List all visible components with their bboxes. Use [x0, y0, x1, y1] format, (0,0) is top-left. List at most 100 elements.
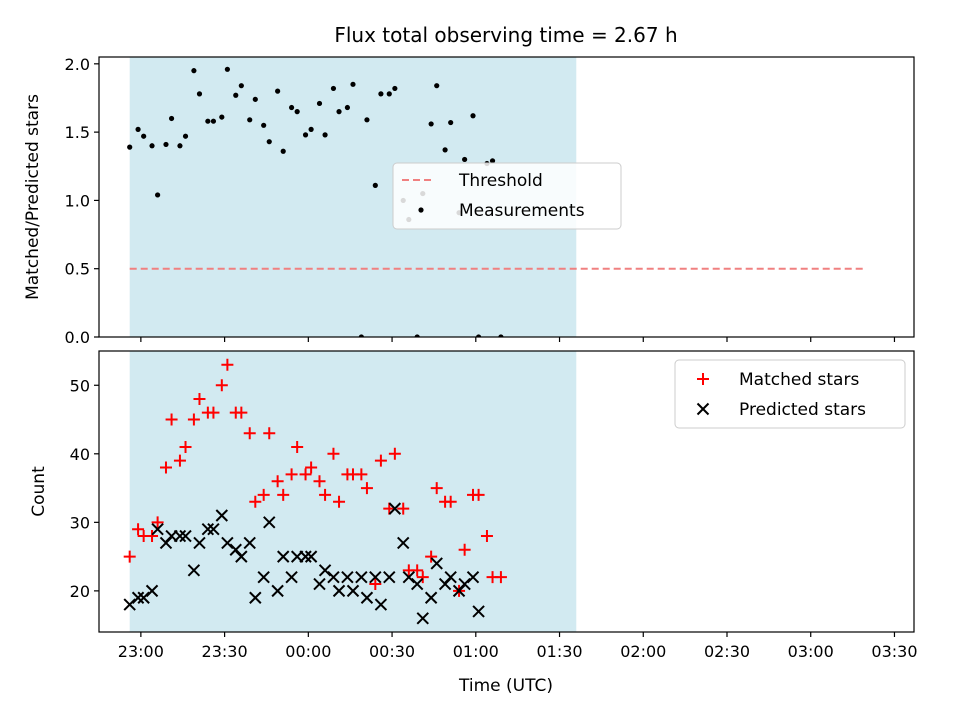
predicted-star-point [472, 605, 485, 618]
predicted-star-point [235, 550, 248, 563]
matched-star-point [159, 461, 172, 474]
measurement-point [336, 109, 342, 115]
y-tick-label: 2.0 [65, 55, 90, 74]
matched-star-point [263, 427, 276, 440]
predicted-star-point [137, 591, 150, 604]
y-tick-label: 20 [70, 582, 90, 601]
predicted-star-point [346, 584, 360, 598]
predicted-star-point [304, 550, 318, 563]
measurement-point [224, 66, 230, 72]
predicted-star-point [341, 570, 354, 584]
measurement-point [149, 143, 155, 149]
measurement-point [275, 88, 281, 94]
x-tick-label: 23:30 [202, 642, 248, 661]
matched-star-point [146, 530, 159, 543]
predicted-star-point [193, 536, 206, 550]
matched-star-point [132, 523, 145, 536]
predicted-star-point [179, 529, 192, 543]
measurement-point [378, 91, 384, 97]
measurement-point [350, 81, 356, 87]
matched-star-point [480, 530, 493, 543]
measurement-point [127, 144, 133, 150]
x-tick-label: 00:00 [285, 642, 331, 661]
predicted-star-point [151, 522, 164, 536]
predicted-star-point [318, 564, 332, 577]
predicted-star-point [369, 570, 382, 584]
chart-title: Flux total observing time = 2.67 h [334, 23, 677, 47]
x-axis-label: Time (UTC) [458, 676, 553, 696]
matched-star-point [257, 488, 270, 501]
measurement-point [322, 132, 328, 138]
measurement-point [280, 148, 286, 154]
matched-star-point [277, 488, 290, 501]
matched-star-point [425, 550, 438, 563]
legend-predicted-swatch [696, 402, 710, 416]
measurement-point [163, 141, 169, 148]
matched-star-point [285, 468, 298, 481]
measurement-point [462, 156, 468, 163]
legend-predicted-label: Predicted stars [739, 400, 866, 420]
predicted-star-point [458, 577, 471, 591]
measurement-point [141, 133, 147, 139]
measurement-point [302, 132, 309, 138]
measurement-point [442, 147, 448, 153]
y-axis-label: Matched/Predicted stars [23, 94, 43, 300]
x-tick-label: 03:00 [788, 642, 834, 661]
matched-star-point [215, 379, 228, 392]
matched-star-point [374, 454, 387, 467]
measurement-point [489, 158, 496, 164]
x-tick-label: 23:00 [118, 642, 164, 661]
predicted-star-point [145, 584, 159, 598]
measurement-point [238, 83, 244, 89]
predicted-star-point [173, 529, 187, 543]
y-tick-label: 30 [70, 513, 90, 532]
predicted-star-point [313, 577, 326, 591]
matched-star-point [388, 447, 401, 460]
measurement-point [219, 114, 225, 120]
axes-frame [98, 56, 915, 338]
legend-box [392, 162, 622, 230]
matched-star-point [369, 578, 382, 591]
measurement-point [358, 334, 364, 337]
predicted-star-point [332, 584, 346, 598]
observing-span-shade [129, 351, 577, 632]
predicted-star-point [402, 570, 416, 584]
y-tick-label: 0.0 [65, 328, 90, 347]
predicted-star-point [397, 536, 410, 550]
matched-star-point [221, 358, 234, 371]
matched-star-point [313, 475, 326, 488]
predicted-star-point [444, 570, 457, 584]
measurement-point [191, 68, 197, 74]
y-tick-label: 1.5 [65, 123, 90, 142]
legend-measurement-swatch [418, 207, 424, 213]
measurement-point [182, 133, 189, 139]
measurement-point [266, 139, 272, 145]
x-tick-label: 01:30 [536, 642, 582, 661]
predicted-star-point [207, 522, 220, 536]
matched-star-point [416, 571, 429, 584]
predicted-star-point [123, 598, 136, 611]
matched-star-point [123, 550, 136, 563]
measurement-point [177, 143, 183, 149]
measurement-point [386, 91, 392, 97]
predicted-star-point [410, 577, 424, 591]
count-panel: 23:00 23:30 00:00 00:30 01:00 01:30 02:00 02:30… [29, 350, 918, 661]
predicted-star-point [299, 550, 312, 563]
measurement-point [308, 126, 314, 132]
legend-measurement-label: Measurements [459, 201, 585, 221]
matched-star-point [383, 502, 396, 515]
ratio-panel: 0.0 0.5 1.0 1.5 2.0 Matched/Predicted stars Th… [23, 55, 915, 347]
measurement-point [168, 115, 175, 122]
legend-matched-label: Matched stars [739, 370, 859, 390]
matched-star-point [249, 495, 262, 508]
y-tick-label: 40 [70, 445, 90, 464]
predicted-star-point [243, 536, 256, 550]
predicted-star-point [360, 591, 374, 604]
measurement-point [233, 92, 239, 98]
predicted-star-point [221, 536, 234, 550]
matched-star-point [305, 461, 318, 474]
matched-star-point [333, 495, 346, 508]
predicted-star-point [201, 522, 215, 536]
predicted-star-point [187, 564, 201, 577]
measurement-point [210, 118, 217, 124]
